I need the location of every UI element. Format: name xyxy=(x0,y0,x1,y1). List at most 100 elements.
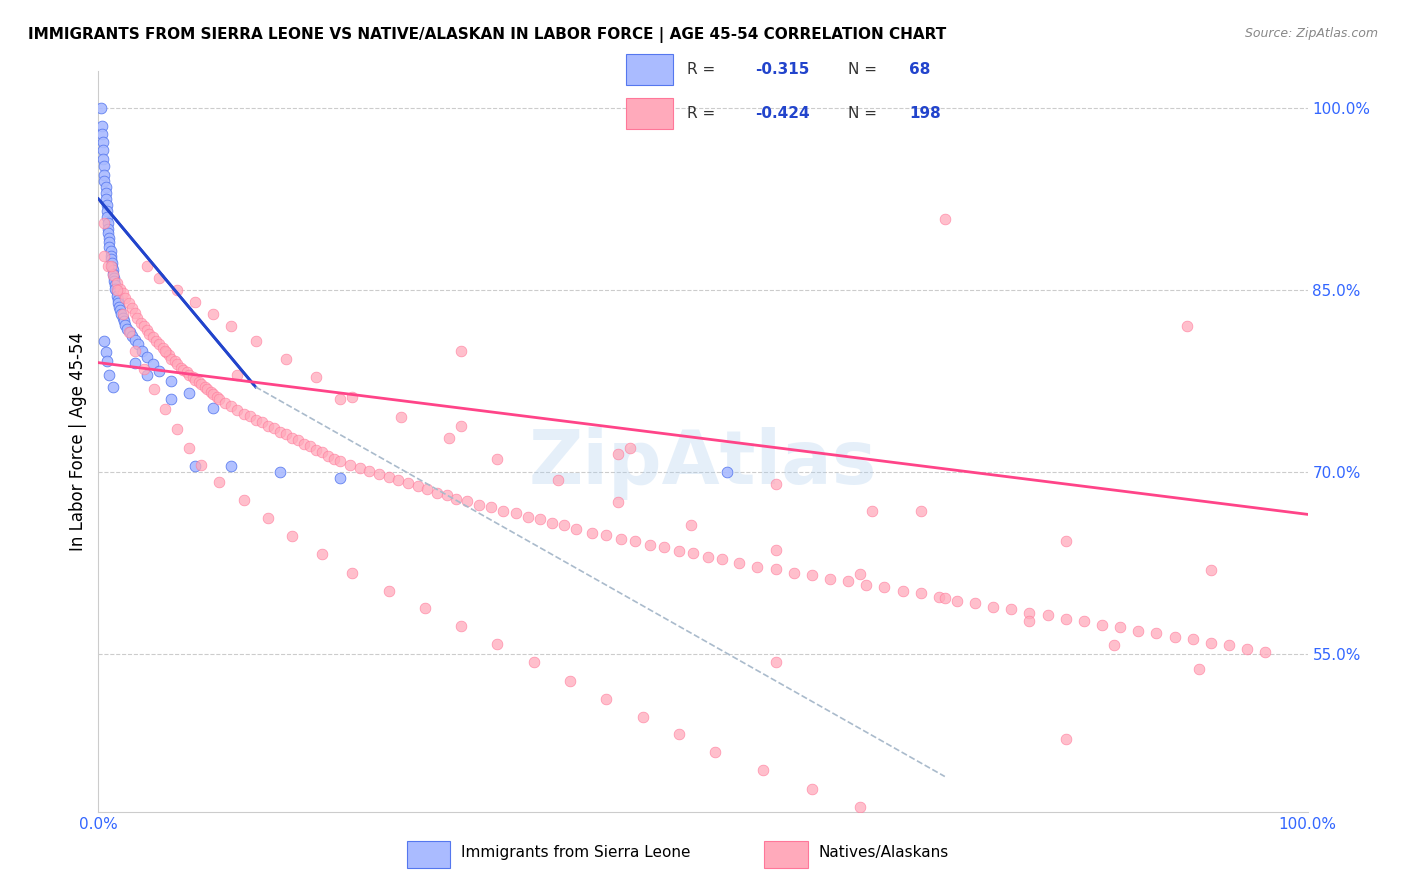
Point xyxy=(145,334,167,348)
Point xyxy=(160,351,183,366)
Point xyxy=(523,656,546,670)
Point xyxy=(928,590,950,604)
Point xyxy=(696,549,718,564)
Point xyxy=(1218,639,1240,653)
Point xyxy=(377,469,399,483)
Text: N =: N = xyxy=(848,106,882,121)
Point xyxy=(849,800,872,814)
Point xyxy=(1036,608,1059,623)
Point xyxy=(105,283,128,297)
Point xyxy=(184,295,207,310)
Point xyxy=(1018,614,1040,628)
Point xyxy=(292,437,315,451)
Text: -0.315: -0.315 xyxy=(755,62,810,77)
Text: Source: ZipAtlas.com: Source: ZipAtlas.com xyxy=(1244,27,1378,40)
Point xyxy=(200,384,222,399)
Point xyxy=(1199,636,1222,650)
Point xyxy=(98,235,121,250)
Point xyxy=(163,354,186,368)
Point xyxy=(138,326,160,341)
Point xyxy=(652,540,675,554)
Point xyxy=(565,522,588,536)
Point xyxy=(558,673,581,688)
Point xyxy=(103,274,125,288)
Point xyxy=(97,259,120,273)
Y-axis label: In Labor Force | Age 45-54: In Labor Force | Age 45-54 xyxy=(69,332,87,551)
Point xyxy=(110,307,132,321)
Text: ZipAtlas: ZipAtlas xyxy=(529,427,877,500)
Point xyxy=(221,400,243,414)
Point xyxy=(610,532,633,546)
Bar xyxy=(765,840,808,868)
Point xyxy=(93,159,115,173)
Point xyxy=(157,348,180,362)
Point xyxy=(148,270,170,285)
Point xyxy=(619,441,641,455)
Point xyxy=(263,421,285,435)
Point xyxy=(540,516,562,530)
Point xyxy=(837,574,859,588)
Point xyxy=(1018,606,1040,620)
Point xyxy=(104,277,127,292)
Point xyxy=(135,368,157,382)
Point xyxy=(1054,731,1077,746)
Point xyxy=(1146,626,1168,640)
Point xyxy=(232,407,254,421)
Point xyxy=(143,382,166,396)
Point xyxy=(176,365,198,379)
Point xyxy=(96,210,118,224)
Point xyxy=(118,296,141,310)
Point xyxy=(91,143,114,157)
Point xyxy=(97,222,120,236)
Point xyxy=(100,256,122,270)
Text: 68: 68 xyxy=(910,62,931,77)
Point xyxy=(897,818,920,832)
Bar xyxy=(626,54,672,85)
Point xyxy=(339,458,361,472)
Point xyxy=(124,343,146,358)
Point xyxy=(208,475,231,489)
Point xyxy=(891,583,914,598)
Point xyxy=(142,357,165,371)
Point xyxy=(208,392,231,406)
Point xyxy=(329,454,352,468)
Point xyxy=(111,307,134,321)
Point xyxy=(1188,661,1211,675)
Point xyxy=(752,764,775,778)
Point xyxy=(1236,642,1258,657)
Point xyxy=(747,559,769,574)
Point xyxy=(214,395,236,409)
Point xyxy=(426,485,449,500)
Point xyxy=(190,377,212,392)
Point xyxy=(127,337,149,351)
Point xyxy=(121,329,143,343)
Point xyxy=(595,691,617,706)
Point xyxy=(305,443,328,458)
Point xyxy=(118,326,141,340)
Point xyxy=(456,494,478,508)
Point xyxy=(269,465,291,479)
Point xyxy=(101,380,124,394)
Point xyxy=(1042,868,1064,882)
Point xyxy=(492,504,515,518)
Point xyxy=(486,451,509,466)
Point xyxy=(981,599,1004,614)
Point xyxy=(873,580,896,594)
Point xyxy=(152,341,174,355)
Point xyxy=(94,192,117,206)
Text: Natives/Alaskans: Natives/Alaskans xyxy=(818,846,949,860)
Point xyxy=(226,368,249,382)
Point xyxy=(179,441,201,455)
Point xyxy=(108,300,131,314)
Point xyxy=(765,562,787,576)
Point xyxy=(624,534,647,549)
Point xyxy=(668,727,690,741)
Point xyxy=(256,418,278,433)
Point xyxy=(103,270,125,285)
Point xyxy=(1181,632,1204,647)
Bar xyxy=(406,840,450,868)
Point xyxy=(107,296,129,310)
Point xyxy=(169,360,191,375)
Point xyxy=(631,710,654,724)
Point xyxy=(187,375,209,389)
